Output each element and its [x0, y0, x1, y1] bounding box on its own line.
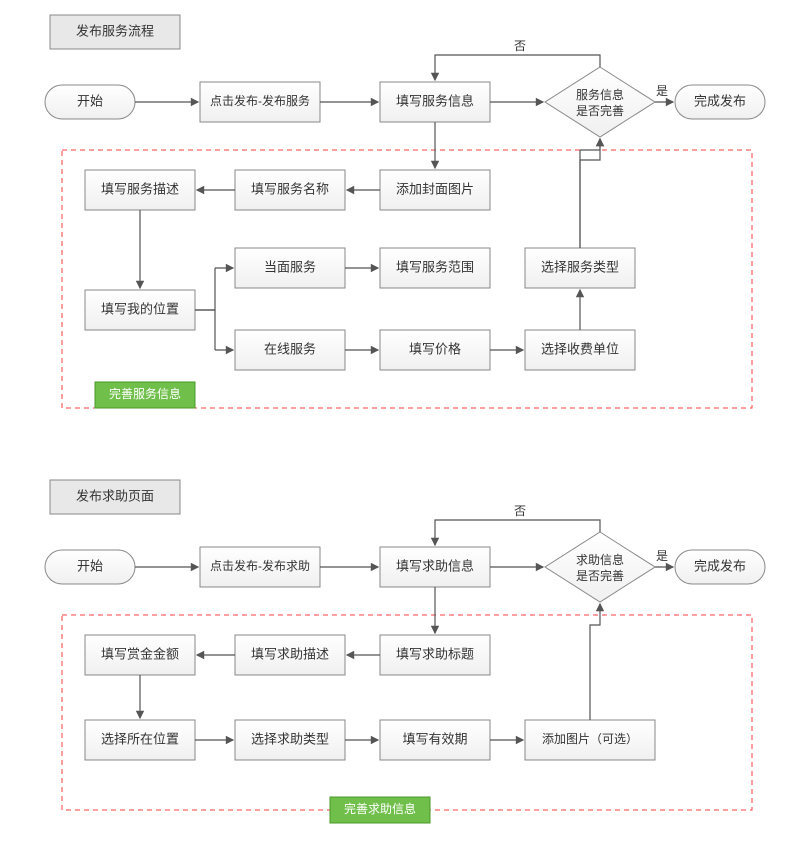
svg-text:求助信息: 求助信息	[576, 552, 624, 567]
arrow-no	[435, 520, 600, 545]
svg-text:填写有效期: 填写有效期	[402, 731, 467, 746]
svg-text:选择服务类型: 选择服务类型	[541, 259, 619, 274]
svg-text:开始: 开始	[77, 93, 103, 108]
svg-text:完成发布: 完成发布	[694, 558, 746, 573]
arrow	[195, 310, 215, 350]
svg-text:填写求助信息: 填写求助信息	[396, 558, 474, 573]
svg-text:否: 否	[514, 39, 526, 53]
svg-text:当面服务: 当面服务	[264, 259, 316, 274]
arrow	[195, 268, 215, 310]
svg-text:点击发布-发布求助: 点击发布-发布求助	[210, 558, 310, 573]
svg-text:完善服务信息: 完善服务信息	[109, 386, 181, 401]
svg-text:选择收费单位: 选择收费单位	[541, 341, 619, 356]
svg-text:填写赏金金额: 填写赏金金额	[101, 646, 179, 661]
svg-text:在线服务: 在线服务	[264, 341, 316, 356]
arrow	[590, 604, 600, 720]
flow1-title: 发布服务流程	[76, 23, 154, 38]
flowchart-canvas: 发布服务流程 开始 点击发布-发布服务 填写服务信息 服务信息 是否完善 完成发…	[0, 0, 800, 844]
svg-text:填写我的位置: 填写我的位置	[101, 301, 179, 316]
svg-text:服务信息: 服务信息	[576, 87, 624, 102]
svg-text:填写服务信息: 填写服务信息	[396, 93, 474, 108]
svg-text:选择所在位置: 选择所在位置	[101, 731, 179, 746]
svg-text:发布求助页面: 发布求助页面	[76, 488, 154, 503]
svg-text:添加封面图片: 添加封面图片	[396, 181, 474, 196]
svg-text:填写服务名称: 填写服务名称	[251, 181, 329, 196]
svg-text:添加图片（可选）: 添加图片（可选）	[542, 732, 638, 746]
svg-text:填写求助描述: 填写求助描述	[251, 646, 329, 661]
svg-text:点击发布-发布服务: 点击发布-发布服务	[210, 93, 310, 108]
svg-text:选择求助类型: 选择求助类型	[251, 731, 329, 746]
svg-text:是否完善: 是否完善	[576, 568, 624, 583]
arrow-type-to-decision	[580, 139, 600, 248]
svg-text:是: 是	[656, 84, 668, 98]
svg-text:完善求助信息: 完善求助信息	[344, 801, 416, 816]
svg-text:开始: 开始	[77, 558, 103, 573]
svg-text:填写服务描述: 填写服务描述	[101, 181, 179, 196]
arrow-no	[435, 55, 600, 80]
svg-text:否: 否	[514, 504, 526, 518]
svg-text:填写服务范围: 填写服务范围	[396, 259, 474, 274]
svg-text:填写价格: 填写价格	[409, 341, 461, 356]
flow1: 发布服务流程 开始 点击发布-发布服务 填写服务信息 服务信息 是否完善 完成发…	[45, 15, 765, 408]
svg-text:是否完善: 是否完善	[576, 103, 624, 118]
svg-text:完成发布: 完成发布	[694, 93, 746, 108]
flow2: 发布求助页面 开始 点击发布-发布求助 填写求助信息 求助信息 是否完善 完成发…	[45, 480, 765, 823]
arrow	[580, 139, 600, 248]
svg-text:是: 是	[656, 549, 668, 563]
svg-text:填写求助标题: 填写求助标题	[396, 646, 474, 661]
